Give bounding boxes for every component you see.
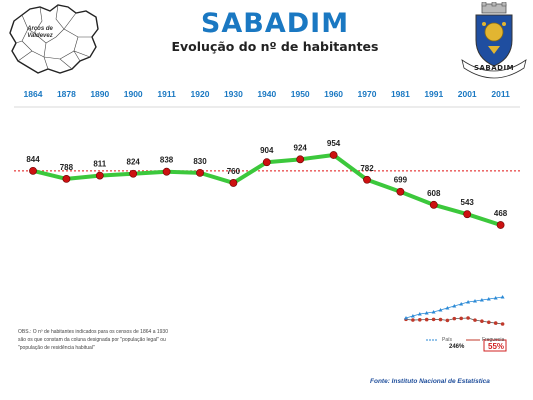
data-point [463,210,472,219]
inset-freguesia-marker [418,317,422,322]
year-tick-label: 1930 [224,89,243,99]
source-citation: Fonte: Instituto Nacional de Estatística [370,378,490,385]
year-tick-label: 1970 [358,89,377,99]
freguesia-change-box [483,339,507,352]
legend-freguesia-label: Freguesia [482,337,505,343]
page-title: SABADIM [200,8,350,39]
year-tick-label: 1950 [291,89,310,99]
year-tick-label: 1940 [257,89,276,99]
coat-of-arms-icon [461,2,527,79]
inset-freguesia-marker [445,318,450,323]
year-axis: 1864 1878 1890 1900 1911 1920 1930 1940 1950 1960… [24,89,511,99]
inset-comparison-chart [404,295,507,352]
data-label: 830 [193,157,207,166]
data-point [329,151,338,159]
inset-pais-marker [424,311,429,315]
legend-pais-label: País [442,337,453,343]
map-label: Arcos de Valdevez [27,26,53,39]
data-point [396,187,405,196]
inset-pais-marker [493,296,498,300]
data-label: 782 [360,164,374,173]
inset-pais-marker [486,297,491,301]
inset-pais-marker [466,300,471,304]
data-label: 844 [26,155,40,164]
data-label: 468 [494,209,508,218]
data-point [162,167,171,176]
inset-pais-marker [445,306,450,310]
inset-freguesia-marker [438,317,443,322]
data-point [429,200,438,209]
year-tick-label: 1960 [324,89,343,99]
data-point [196,168,204,177]
inset-freguesia-marker [493,321,498,325]
inset-pais-marker [410,314,415,318]
data-point [229,179,238,187]
data-label: 760 [227,167,241,176]
inset-freguesia-marker [452,316,457,321]
year-tick-label: 1878 [57,89,76,99]
year-tick-label: 1981 [391,89,410,99]
year-tick-label: 1890 [90,89,109,99]
inset-freguesia-marker [480,319,484,323]
freguesia-change-label: 55% [488,342,505,351]
data-label: 924 [294,143,308,152]
inset-freguesia-marker [411,318,415,322]
inset-pais-marker [459,302,464,306]
observation-note: OBS.: O nº de habitantes indicados para … [18,329,168,351]
inset-pais-marker [417,312,422,316]
data-point [262,158,271,167]
year-tick-label: 2011 [491,89,510,99]
inset-pais-marker [479,298,484,302]
year-tick-label: 2001 [458,89,477,99]
data-label: 699 [394,176,408,185]
data-point [496,221,505,229]
chart-subtitle: Evolução do nº de habitantes [171,39,379,54]
inset-freguesia-marker [424,317,429,322]
data-point [363,175,371,184]
data-label: 608 [427,189,441,198]
crest-banner-text: SABADIM [473,64,515,72]
pais-change-label: 246% [449,344,465,350]
data-label: 811 [93,160,106,169]
inset-freguesia-marker [466,316,470,320]
data-label: 543 [461,198,475,207]
inset-pais-marker [431,310,436,314]
inset-freguesia-marker [473,318,477,322]
inset-pais-marker [500,295,505,299]
inset-pais-marker [473,299,477,303]
year-tick-label: 1900 [124,89,143,99]
data-point [296,155,305,164]
year-tick-label: 1911 [157,89,176,99]
data-label: 824 [127,158,141,167]
inset-pais-marker [404,316,408,320]
data-label: 954 [327,139,341,148]
inset-freguesia-marker [431,317,436,322]
data-label: 904 [260,146,274,155]
year-tick-label: 1991 [424,89,443,99]
data-point [29,166,37,175]
inset-pais-marker [438,308,443,312]
data-point [95,171,104,180]
series-layer: 844 788 811 824 838 830 760 904 924 954 782 699 608 5… [26,139,508,229]
data-label: 838 [160,156,174,165]
inset-freguesia-marker [500,322,505,326]
data-label: 788 [60,163,74,172]
data-point [62,175,71,183]
inset-freguesia-marker [459,316,463,321]
year-tick-label: 1864 [24,89,43,99]
inset-pais-marker [452,304,457,308]
data-point [129,169,138,178]
municipality-map [9,4,99,74]
inset-freguesia-marker [487,320,491,325]
year-tick-label: 1920 [191,89,210,99]
